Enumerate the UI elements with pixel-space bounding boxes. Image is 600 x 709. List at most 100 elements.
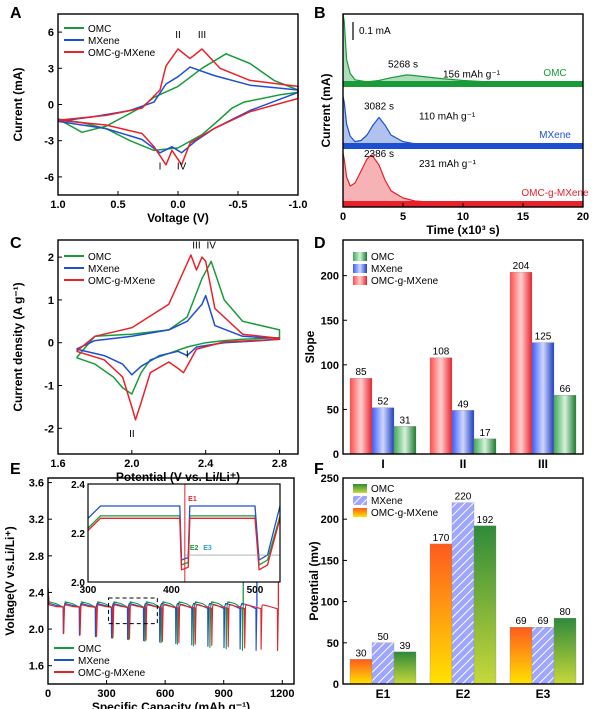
y-tick-label: 150 bbox=[321, 315, 339, 327]
legend-entry: MXene bbox=[88, 264, 120, 275]
panel-f: F 30 50 39 E1 170 220 192 E2 69 69 80 E3 0 50 100 150 200… bbox=[307, 461, 584, 701]
x-tick-label: -1.0 bbox=[289, 199, 308, 211]
bar bbox=[393, 651, 417, 685]
y-tick-label: 250 bbox=[321, 473, 339, 485]
cv-curve bbox=[76, 254, 281, 421]
y-tick-label: 100 bbox=[321, 360, 339, 372]
legend-entry: OMC-g-MXene bbox=[88, 276, 156, 287]
y-tick-label: 50 bbox=[327, 404, 339, 416]
series-label: MXene bbox=[539, 130, 571, 141]
cv-curve bbox=[57, 66, 299, 154]
y-tick-label: -2 bbox=[44, 423, 54, 435]
cv-curve bbox=[57, 53, 299, 152]
x-tick-label: 0.5 bbox=[110, 199, 125, 211]
bar bbox=[509, 271, 533, 455]
legend-entry: OMC-g-MXene bbox=[88, 48, 156, 59]
bar-value-label: 17 bbox=[479, 428, 491, 439]
chrono-curve bbox=[342, 152, 584, 205]
x-axis-label: Potential (V vs. Li/Li⁺) bbox=[116, 470, 240, 484]
legend-swatch bbox=[353, 252, 367, 261]
x-tick-label: 2.4 bbox=[198, 458, 214, 470]
x-axis-label: Time (x10³ s) bbox=[426, 223, 499, 237]
bar bbox=[531, 626, 555, 685]
plot-frame bbox=[342, 239, 584, 455]
bar bbox=[473, 525, 497, 685]
y-axis-label: Current (mA) bbox=[319, 73, 333, 147]
panel-letter-A: A bbox=[10, 5, 22, 22]
bar-value-label: 39 bbox=[399, 641, 411, 652]
inset-label: E3 bbox=[203, 545, 212, 552]
category-label: E2 bbox=[456, 687, 471, 701]
bar-value-label: 170 bbox=[433, 533, 450, 544]
bar bbox=[451, 410, 475, 455]
y-tick-label: 2.8 bbox=[29, 551, 44, 563]
category-label: E1 bbox=[376, 687, 391, 701]
inset-x-tick-label: 300 bbox=[80, 585, 97, 596]
peak-label: III bbox=[198, 30, 206, 41]
y-axis-label: Current (mA) bbox=[11, 67, 25, 141]
bar-value-label: 52 bbox=[377, 397, 389, 408]
bar bbox=[473, 438, 497, 455]
legend-entry: MXene bbox=[371, 496, 403, 507]
y-axis-label: Potential (mv) bbox=[307, 541, 321, 620]
panel-a: A 1.0 0.5 0.0 -0.5 -1.0 Voltage (V) -6 -3 0 3 6 Curr… bbox=[10, 5, 307, 225]
chrono-area bbox=[343, 96, 583, 146]
panel-b: B 5268 s 156 mAh g⁻¹ OMC 3082 s 110 mAh g⁻¹ MX… bbox=[314, 5, 589, 237]
peak-time-label: 2386 s bbox=[364, 149, 394, 160]
panel-letter-D: D bbox=[314, 235, 326, 252]
bar bbox=[349, 659, 373, 685]
y-tick-label: 200 bbox=[321, 514, 339, 526]
scale-bar-label: 0.1 mA bbox=[359, 26, 391, 37]
peak-label: IV bbox=[207, 241, 217, 252]
category-label: II bbox=[460, 457, 467, 471]
panel-letter-B: B bbox=[314, 5, 326, 22]
chrono-curve bbox=[342, 13, 584, 85]
capacity-label: 156 mAh g⁻¹ bbox=[443, 70, 501, 81]
inset-y-tick-label: 2.0 bbox=[71, 578, 85, 589]
y-axis-label: Voltage(V vs.Li/Li⁺) bbox=[3, 526, 17, 635]
y-tick-label: 2.4 bbox=[29, 587, 45, 599]
legend-entry: MXene bbox=[78, 656, 110, 667]
inset-label: E1 bbox=[188, 496, 197, 503]
inset-y-tick-label: 2.2 bbox=[71, 529, 85, 540]
zoom-box bbox=[108, 597, 158, 625]
bar bbox=[451, 502, 475, 685]
panel-d: D 85 52 31 I 108 49 17 II 204 125 66 III 0 50 100 150 200… bbox=[303, 235, 584, 471]
panel-letter-C: C bbox=[10, 235, 22, 252]
x-tick-label: -0.5 bbox=[229, 199, 248, 211]
legend-entry: MXene bbox=[371, 264, 403, 275]
panel-e: E 0 300 600 900 1200 Specific Capacity (mAh g⁻… bbox=[3, 461, 295, 709]
bar-value-label: 49 bbox=[457, 399, 469, 410]
legend-entry: OMC bbox=[88, 252, 111, 263]
y-tick-label: 1 bbox=[48, 295, 54, 307]
bar-value-label: 69 bbox=[537, 616, 549, 627]
x-axis-label: Specific Capacity (mAh g⁻¹) bbox=[92, 700, 250, 709]
legend-swatch bbox=[353, 276, 367, 285]
bar-value-label: 66 bbox=[559, 384, 571, 395]
y-axis-label: Current density (A g⁻¹) bbox=[11, 282, 25, 411]
chrono-baseline bbox=[343, 143, 583, 149]
bar bbox=[371, 407, 395, 455]
peak-label: IV bbox=[177, 162, 187, 173]
legend-swatch bbox=[353, 264, 367, 273]
inset-y-tick-label: 2.4 bbox=[71, 480, 85, 491]
y-tick-label: 150 bbox=[321, 555, 339, 567]
y-tick-label: -1 bbox=[44, 381, 54, 393]
y-tick-label: 0 bbox=[333, 449, 339, 461]
y-tick-label: 3.6 bbox=[29, 478, 44, 490]
y-tick-label: 3.2 bbox=[29, 514, 44, 526]
category-label: I bbox=[381, 457, 384, 471]
x-tick-label: 0 bbox=[340, 211, 346, 223]
y-tick-label: -3 bbox=[44, 136, 54, 148]
inset-frame bbox=[87, 483, 281, 583]
y-tick-label: 200 bbox=[321, 271, 339, 283]
chrono-curve bbox=[342, 96, 584, 147]
capacity-label: 110 mAh g⁻¹ bbox=[419, 111, 476, 122]
bar-value-label: 192 bbox=[477, 515, 494, 526]
x-tick-label: 300 bbox=[97, 688, 115, 700]
x-tick-label: 10 bbox=[457, 211, 469, 223]
peak-label: III bbox=[192, 241, 200, 252]
series-label: OMC bbox=[543, 68, 566, 79]
bar bbox=[429, 357, 453, 455]
